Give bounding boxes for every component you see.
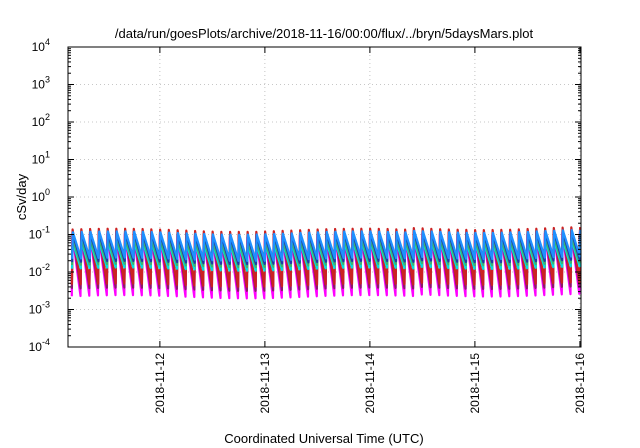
y-tick-exponent: -1: [42, 225, 50, 235]
y-axis-label: cSv/day: [14, 173, 29, 220]
y-tick-label: 101: [32, 150, 50, 167]
y-tick-label: 104: [32, 37, 50, 54]
x-tick-label: 2018-11-14: [363, 353, 377, 414]
y-tick-exponent: -2: [42, 262, 50, 272]
y-tick-base: 10: [32, 190, 46, 204]
series-line: [71, 229, 582, 262]
chart-title: /data/run/goesPlots/archive/2018-11-16/0…: [115, 26, 534, 41]
y-tick-label: 102: [32, 112, 50, 129]
x-tick-label: 2018-11-15: [468, 353, 482, 414]
y-tick-base: 10: [29, 340, 43, 354]
y-tick-label: 10-4: [29, 337, 50, 354]
y-tick-label: 10-1: [29, 225, 50, 242]
y-tick-exponent: 3: [45, 75, 50, 85]
y-tick-label: 100: [32, 187, 50, 204]
y-tick-label: 10-2: [29, 262, 50, 279]
y-tick-exponent: -3: [42, 300, 50, 310]
x-tick-label: 2018-11-12: [153, 353, 167, 414]
x-tick-label: 2018-11-16: [573, 353, 587, 414]
y-tick-exponent: 0: [45, 187, 50, 197]
y-tick-base: 10: [32, 153, 46, 167]
y-tick-exponent: 4: [45, 37, 50, 47]
x-tick-label: 2018-11-13: [258, 353, 272, 414]
y-tick-base: 10: [32, 115, 46, 129]
y-tick-base: 10: [29, 265, 43, 279]
series-group: [70, 226, 582, 300]
grid: [68, 47, 581, 347]
x-axis-label: Coordinated Universal Time (UTC): [224, 431, 423, 446]
y-tick-exponent: -4: [42, 337, 50, 347]
y-tick-base: 10: [32, 40, 46, 54]
y-tick-base: 10: [29, 228, 43, 242]
y-tick-label: 10-3: [29, 300, 50, 317]
y-tick-base: 10: [32, 78, 46, 92]
x-tick-labels: 2018-11-12 2018-11-13 2018-11-14 2018-11-15…: [153, 353, 587, 414]
y-tick-exponent: 2: [45, 112, 50, 122]
y-tick-label: 103: [32, 75, 50, 92]
ticks: [68, 46, 581, 348]
y-tick-exponent: 1: [45, 150, 50, 160]
y-tick-base: 10: [29, 303, 43, 317]
